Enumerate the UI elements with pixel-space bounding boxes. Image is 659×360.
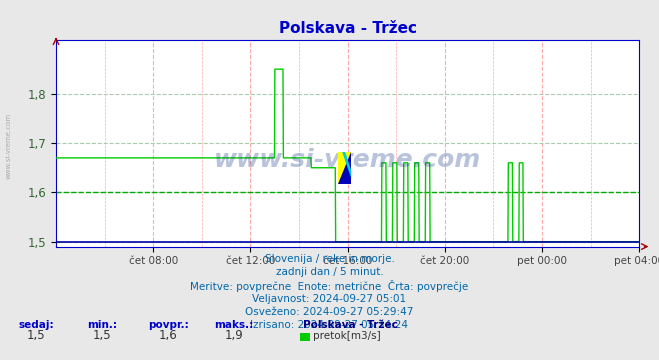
Text: sedaj:: sedaj:	[18, 320, 54, 330]
Text: 1,6: 1,6	[159, 329, 177, 342]
Text: Veljavnost: 2024-09-27 05:01: Veljavnost: 2024-09-27 05:01	[252, 294, 407, 304]
Text: Polskava - Tržec: Polskava - Tržec	[303, 320, 398, 330]
Text: 1,5: 1,5	[27, 329, 45, 342]
Text: Osveženo: 2024-09-27 05:29:47: Osveženo: 2024-09-27 05:29:47	[245, 307, 414, 317]
Bar	[338, 152, 351, 184]
Text: min.:: min.:	[87, 320, 117, 330]
Polygon shape	[338, 152, 351, 184]
Text: pretok[m3/s]: pretok[m3/s]	[313, 331, 381, 341]
Text: Meritve: povprečne  Enote: metrične  Črta: povprečje: Meritve: povprečne Enote: metrične Črta:…	[190, 280, 469, 292]
Text: maks.:: maks.:	[214, 320, 254, 330]
Title: Polskava - Tržec: Polskava - Tržec	[279, 21, 416, 36]
Text: www.si-vreme.com: www.si-vreme.com	[5, 113, 12, 179]
Text: Izrisano: 2024-09-27 05:34:24: Izrisano: 2024-09-27 05:34:24	[250, 320, 409, 330]
Text: povpr.:: povpr.:	[148, 320, 188, 330]
Text: 1,5: 1,5	[93, 329, 111, 342]
Polygon shape	[342, 152, 351, 178]
Text: 1,9: 1,9	[225, 329, 243, 342]
Text: Slovenija / reke in morje.: Slovenija / reke in morje.	[264, 254, 395, 264]
Text: zadnji dan / 5 minut.: zadnji dan / 5 minut.	[275, 267, 384, 277]
Text: www.si-vreme.com: www.si-vreme.com	[214, 148, 481, 172]
